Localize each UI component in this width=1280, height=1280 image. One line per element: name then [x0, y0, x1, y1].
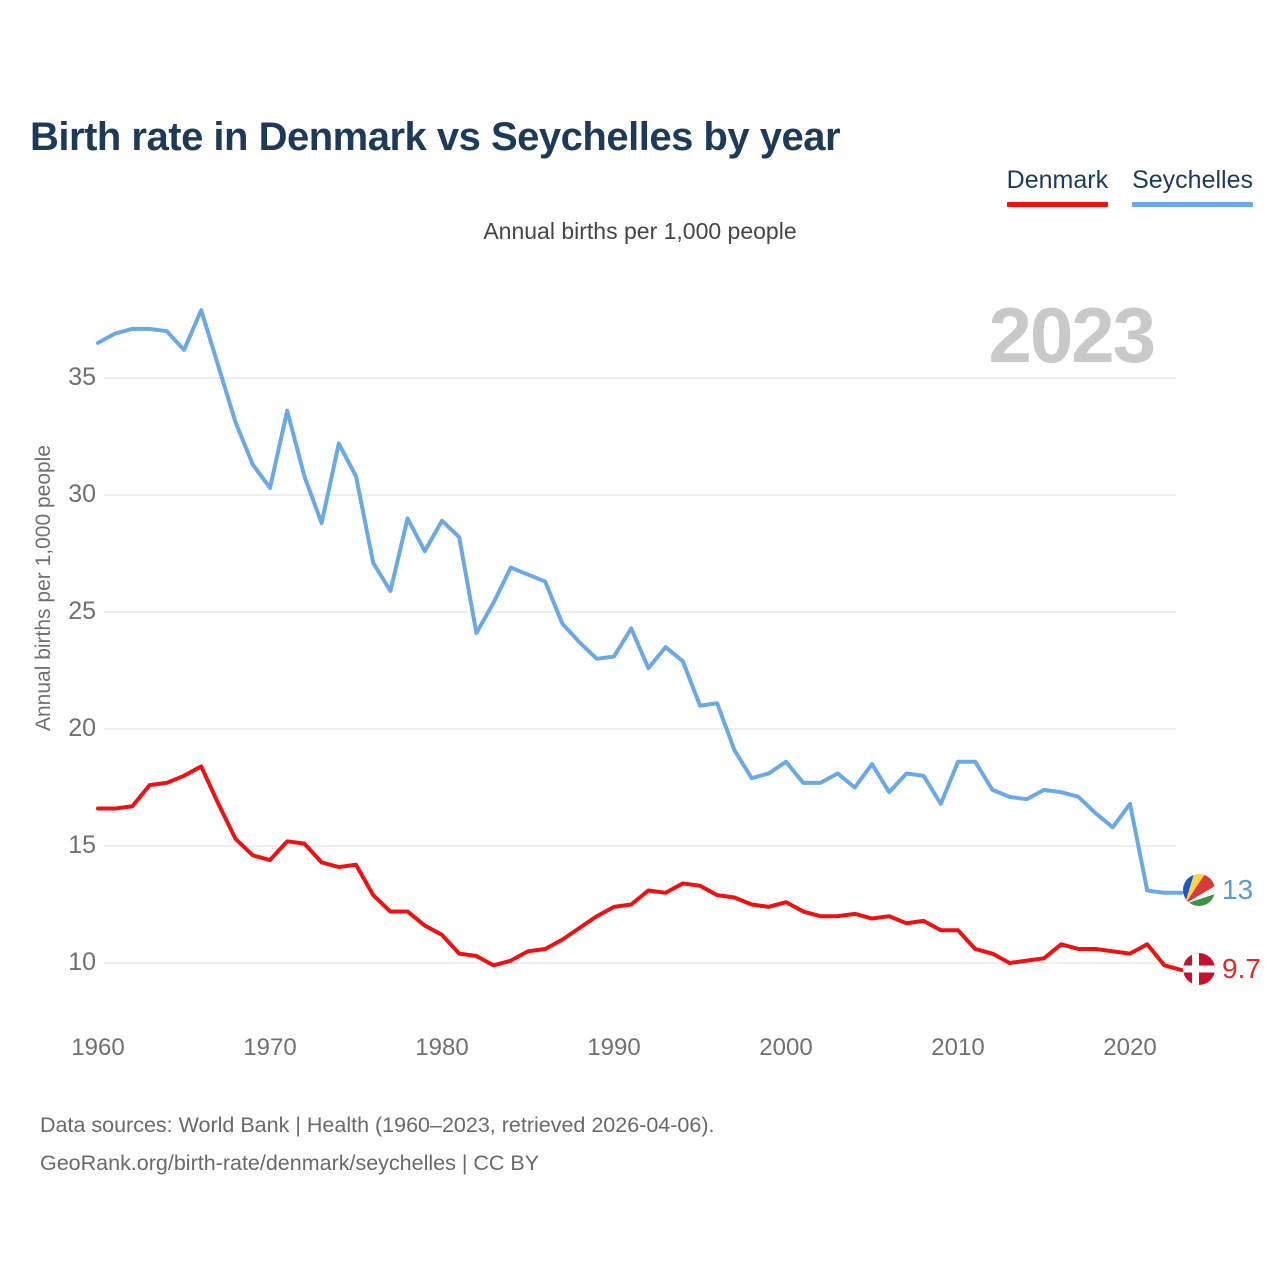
legend-underline-denmark — [1006, 202, 1109, 207]
y-tick-label-20: 20 — [68, 714, 96, 742]
legend-item-denmark[interactable]: Denmark — [1006, 166, 1109, 207]
x-tick-label-1960: 1960 — [71, 1034, 125, 1061]
y-tick-label-10: 10 — [68, 948, 96, 976]
end-label-denmark: 9.7 — [1183, 953, 1261, 985]
footer-attribution: GeoRank.org/birth-rate/denmark/seychelle… — [40, 1151, 540, 1175]
y-tick-label-35: 35 — [68, 363, 96, 391]
legend-underline-seychelles — [1132, 202, 1253, 207]
end-value-denmark: 9.7 — [1222, 953, 1261, 984]
legend: Denmark Seychelles — [1006, 166, 1253, 207]
x-tick-label-2000: 2000 — [759, 1034, 813, 1061]
legend-label-seychelles: Seychelles — [1132, 166, 1253, 194]
x-tick-label-2020: 2020 — [1103, 1034, 1157, 1061]
x-tick-label-1990: 1990 — [587, 1034, 641, 1061]
seychelles-line[interactable] — [96, 308, 1184, 895]
y-tick-label-15: 15 — [68, 831, 96, 859]
footer: Data sources: World Bank | Health (1960–… — [40, 1106, 714, 1182]
seychelles-flag-icon — [1183, 874, 1215, 906]
chart-subtitle: Annual births per 1,000 people — [483, 218, 797, 244]
x-tick-label-2010: 2010 — [931, 1034, 985, 1061]
footer-sources: Data sources: World Bank | Health (1960–… — [40, 1113, 715, 1137]
end-label-seychelles: 13 — [1183, 874, 1253, 906]
x-tick-label-1970: 1970 — [243, 1034, 297, 1061]
denmark-flag-icon — [1183, 953, 1215, 985]
legend-label-denmark: Denmark — [1006, 166, 1109, 194]
y-tick-label-30: 30 — [68, 480, 96, 508]
denmark-line[interactable] — [96, 764, 1184, 973]
legend-item-seychelles[interactable]: Seychelles — [1132, 166, 1253, 207]
watermark-year: 2023 — [988, 291, 1156, 379]
y-tick-label-25: 25 — [68, 597, 96, 625]
x-tick-label-1980: 1980 — [415, 1034, 469, 1061]
page-title: Birth rate in Denmark vs Seychelles by y… — [30, 114, 841, 159]
end-value-seychelles: 13 — [1222, 874, 1254, 905]
